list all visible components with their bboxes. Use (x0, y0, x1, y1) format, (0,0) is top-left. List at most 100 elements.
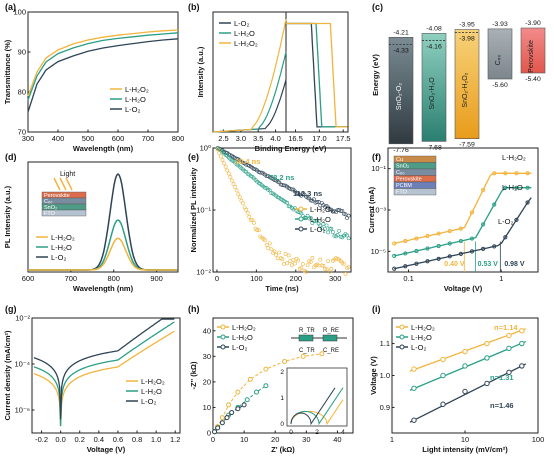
panel-h-ytick-1: 10 (203, 403, 211, 412)
panel-f-layer-5 (393, 188, 437, 196)
panel-e-pt-1-294 (330, 230, 335, 235)
panel-h-cre: C_RE (323, 348, 339, 354)
panel-i-xtick-2: 100 (532, 435, 545, 444)
panel-f-series-2 (394, 197, 532, 270)
panel-c-label-1: SnO₂-H₂O (429, 77, 436, 110)
panel-b-legend-label-2: L-H₂O₂ (234, 39, 258, 48)
panel-e-pt-2-254 (315, 200, 319, 204)
panel-i-pt-0-4 (506, 332, 512, 339)
panel-f-ytick-2: 10⁻¹ (371, 164, 386, 173)
panel-c-label-2: SnO₂-H₂O₂ (462, 72, 469, 107)
panel-f-letter: (f) (372, 152, 381, 162)
panel-h-inset-xtick-0: 0 (289, 429, 293, 436)
panel-h-legend-label-1: L-H₂O (232, 333, 253, 342)
panel-b-xtickL-1: 3.0 (236, 134, 246, 143)
panel-e-ytick-1: 10⁻¹ (196, 206, 211, 215)
panel-f-ytick-1: 10⁻³ (371, 206, 386, 215)
panel-c-bottom-4: -5.40 (525, 76, 541, 83)
panel-i-pt-1-1 (440, 372, 446, 379)
panel-e-pt-0-226 (304, 269, 308, 274)
panel-e-pt-0-174 (283, 251, 288, 256)
panel-b-xtickR-2: 17.5 (336, 134, 351, 143)
panel-h-xtick-2: 20 (271, 435, 279, 444)
panel-h-pt-1-7 (263, 383, 269, 389)
panel-f-layer-label-5: FTO (396, 190, 408, 196)
panel-i-legend-label-1: L-H₂O (411, 333, 432, 342)
panel-i-ytick-0: 0.9 (380, 403, 390, 412)
panel-g-letter: (g) (5, 304, 17, 314)
panel-a-xlabel: Wavelength (nm) (73, 144, 134, 153)
panel-e-pt-0-34 (228, 175, 233, 179)
panel-e-pt-1-286 (327, 226, 332, 231)
panel-f-pt-0-12 (525, 171, 530, 176)
panel-i-pt-1-3 (484, 355, 490, 361)
panel-b-vb-1 (212, 51, 287, 133)
panel-h-inset-xtick-1: 2 (315, 429, 319, 436)
panel-f-pt-1-9 (492, 202, 497, 207)
panel-g-ytick-0: 10⁻⁶ (15, 406, 30, 415)
panel-h-legend-label-0: L-H₂O₂ (232, 323, 256, 332)
panel-d-layer-3 (41, 209, 87, 217)
panel-e-pt-1-290 (329, 226, 334, 231)
panel-e-pt-0-26 (225, 168, 230, 173)
panel-h-xtick-1: 10 (240, 435, 248, 444)
panel-d-xlabel: Wavelength (nm) (73, 284, 134, 293)
panel-e-pt-0-326 (343, 272, 348, 276)
panel-e-pt-1-278 (324, 223, 329, 228)
panel-i-xlabel: Light intensity (mV/cm²) (422, 445, 508, 454)
panel-e-pt-0-46 (233, 185, 237, 189)
panel-c-label-0: SnO₂-O₂ (396, 83, 403, 111)
panel-e-pt-0-134 (267, 241, 272, 246)
panel-d-layer-label-0: Perovskite (44, 193, 70, 199)
panel-b-legend-label-1: L-H₂O (234, 29, 255, 38)
panel-h-inset-series-0 (290, 399, 344, 426)
panel-f-pt-1-2 (414, 248, 419, 254)
panel-e-pt-0-14 (220, 158, 225, 162)
panel-h-pt-0-2 (219, 415, 225, 421)
panel-c-bar-4 (520, 27, 546, 74)
panel-g-xtick-7: 1.2 (170, 435, 180, 444)
panel-e-pt-0-122 (263, 238, 267, 243)
panel-e-pt-1-230 (305, 213, 310, 218)
panel-f-label-2: L-O₂ (498, 217, 514, 226)
panel-e-pt-0-322 (342, 262, 346, 266)
panel-e-pt-2-326 (343, 212, 348, 217)
panel-h-legend-marker-0 (220, 324, 226, 330)
panel-e-pt-0-166 (280, 257, 285, 262)
panel-i-pt-1-2 (462, 363, 468, 369)
panel-h-pt-0-4 (235, 389, 241, 395)
panel-e-pt-0-182 (286, 253, 291, 258)
panel-i-letter: (i) (372, 304, 381, 314)
panel-f-pt-2-2 (414, 261, 419, 266)
panel-g-ylabel: Current density (mA/cm²) (3, 330, 12, 421)
panel-e-pt-0-106 (256, 228, 261, 233)
panel-e-tau-0: 30.4 ns (235, 157, 260, 166)
panel-e-ytick-2: 10⁰ (200, 144, 211, 153)
panel-e-pt-1-214 (299, 211, 304, 216)
panel-e-pt-1-270 (321, 222, 326, 226)
panel-h-letter: (h) (188, 304, 200, 314)
panel-f-pt-1-5 (447, 241, 452, 246)
panel-e-pt-0-154 (275, 256, 280, 261)
panel-f-pt-2-7 (469, 249, 475, 254)
panel-d-ray-2 (65, 177, 73, 191)
panel-h-ytick-4: 40 (203, 326, 211, 335)
panel-f-layer-label-4: PCBM (396, 183, 412, 189)
panel-b-xtickL-0: 2.5 (218, 134, 228, 143)
panel-g-xtick-2: 0.2 (75, 435, 85, 444)
panel-e-pt-1-238 (308, 215, 313, 220)
panel-e-pt-0-242 (310, 255, 315, 260)
panel-a-letter: (a) (5, 2, 16, 12)
panel-e-pt-1-206 (296, 210, 301, 214)
panel-h-pt-1-6 (254, 389, 260, 395)
panel-b-frame (212, 11, 349, 133)
panel-d-frame (27, 161, 179, 273)
panel-i-pt-2-3 (484, 380, 490, 387)
panel-d-series-0 (28, 237, 178, 271)
panel-a-legend-label-0: L-H₂O₂ (125, 85, 149, 94)
panel-e-pt-0-54 (236, 192, 241, 197)
panel-f-pt-2-5 (447, 254, 452, 259)
panel-f-pt-0-6 (458, 226, 463, 231)
panel-i-fit-2 (409, 363, 527, 423)
